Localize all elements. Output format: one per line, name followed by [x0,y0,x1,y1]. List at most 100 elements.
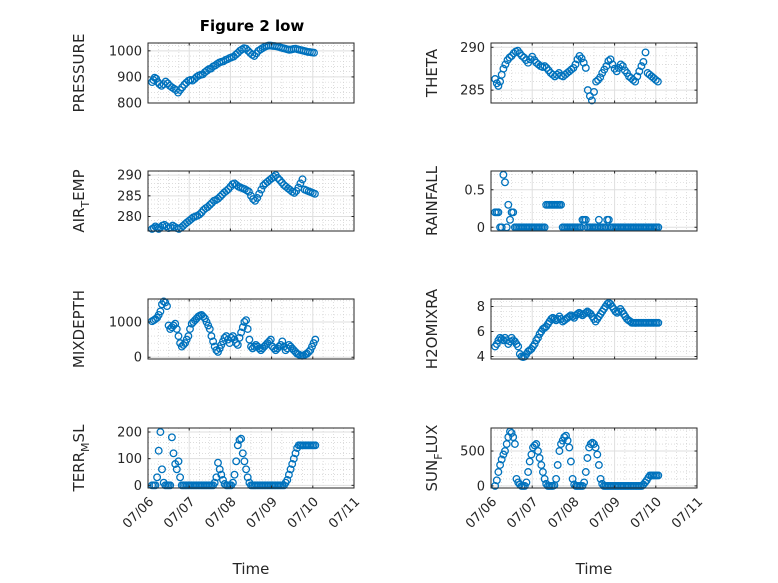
data-point [594,215,603,224]
data-point [238,449,247,458]
data-point [581,468,590,476]
data-point [654,471,663,480]
x-tick-label: 07/11 [326,495,363,532]
data-point [527,450,536,459]
data-point [501,447,509,455]
data-point [245,335,254,344]
panel-theta: 285 290 THETA [423,41,698,105]
y-tick-label: 0 [134,479,142,494]
x-axis-label: Time [575,560,613,578]
ylabel-part: TERR [70,452,88,493]
data-point [576,310,585,318]
data-point [580,478,589,487]
data-point [590,87,598,96]
data-point [232,181,241,190]
data-point [639,57,648,66]
data-point [217,470,226,479]
ylabel-subscript: T [79,201,92,209]
data-point [266,335,275,344]
data-point [156,428,165,436]
data-point [637,62,646,71]
data-point [596,73,605,82]
data-point [242,465,251,474]
data-point [242,44,251,53]
panel-rainfall: 0 0.5 RAINFALL [423,165,698,236]
data-point [171,319,180,328]
data-point [494,468,503,476]
data-point [184,332,193,341]
figure-title: Figure 2 low [200,17,305,35]
panel-air-temp: 280 285 290 AIRTEMP [70,169,355,233]
data-point [207,332,216,341]
data-point [270,344,279,353]
data-point [641,48,650,57]
data-point [633,72,642,81]
data-point [172,325,181,333]
axes-frame [490,42,698,104]
panel-h2omixra: 4 6 8 H2OMIXRA [423,288,698,369]
y-tick-label: 290 [460,41,485,56]
data-point [238,323,247,332]
data-point [286,465,295,474]
data-point [186,325,194,333]
data-point [509,433,518,442]
y-tick-label: 0 [477,221,485,236]
data-point [514,342,523,351]
axes-frame [490,427,698,489]
panel-pressure: 800 900 1000 PRESSURE [70,34,355,112]
data-point [310,189,319,198]
data-point [563,436,572,445]
data-point [163,302,171,311]
data-point [244,46,253,55]
data-point [257,185,266,194]
data-point [172,465,181,474]
data-point [174,457,183,466]
y-tick-label: 0 [477,479,485,494]
data-point [243,473,252,482]
axes-frame [147,427,355,489]
data-point [161,77,170,86]
data-point [154,446,163,455]
data-point [608,60,617,69]
data-point [278,337,287,346]
data-point [522,478,531,487]
data-point [577,54,586,63]
data-point [555,447,564,455]
data-point [653,77,662,86]
data-point [525,457,534,466]
panel-mixdepth: 0 1000 MIXDEPTH [70,290,355,368]
data-point [289,454,298,463]
data-point [517,51,526,60]
data-point [166,481,175,490]
data-point [552,474,561,483]
data-point [565,443,574,452]
data-point [203,203,212,211]
data-point [494,81,503,90]
data-point [501,178,509,187]
data-point [504,200,513,209]
data-point [176,473,185,482]
data-point [232,457,241,466]
data-point [288,460,297,468]
ylabel-subscript: M [79,442,92,452]
y-tick-label: 0.5 [464,183,485,198]
data-point [509,208,518,217]
data-point [534,333,542,342]
axes-frame [147,170,355,232]
y-tick-label: 0 [134,351,142,366]
data-point [250,342,259,351]
axes-frame [490,298,698,360]
data-point [228,478,237,487]
data-point [240,317,249,326]
y-axis-label: H2OMIXRA [423,288,441,369]
y-tick-label: 800 [117,97,142,112]
y-axis-label: MIXDEPTH [70,290,88,368]
data-point [566,457,575,466]
data-point [209,337,218,346]
data-point [562,431,570,440]
data-point [210,478,219,487]
data-point [158,465,166,474]
x-axis-label: Time [232,560,270,578]
